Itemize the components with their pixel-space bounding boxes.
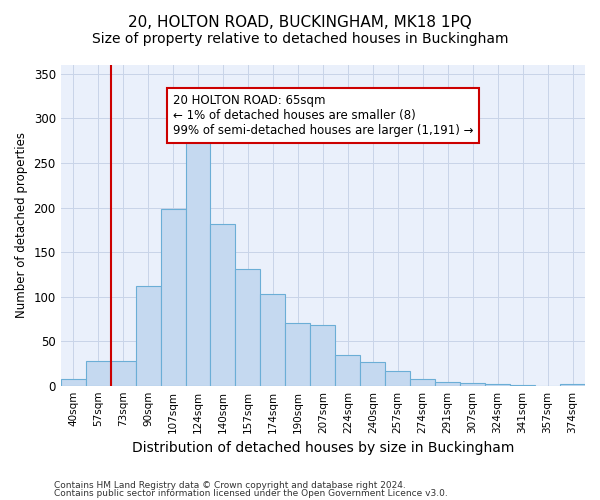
Bar <box>235 269 260 386</box>
Bar <box>110 360 136 386</box>
Bar <box>360 362 385 386</box>
Bar <box>260 294 286 386</box>
Bar <box>385 370 410 386</box>
Y-axis label: Number of detached properties: Number of detached properties <box>15 132 28 318</box>
Bar <box>136 286 161 386</box>
Bar <box>211 224 235 386</box>
Bar <box>460 383 485 386</box>
Bar <box>435 382 460 386</box>
Text: Contains HM Land Registry data © Crown copyright and database right 2024.: Contains HM Land Registry data © Crown c… <box>54 480 406 490</box>
Bar <box>485 384 510 386</box>
Text: Size of property relative to detached houses in Buckingham: Size of property relative to detached ho… <box>92 32 508 46</box>
Bar <box>560 384 585 386</box>
Bar <box>86 360 110 386</box>
Bar <box>61 380 86 386</box>
Text: 20, HOLTON ROAD, BUCKINGHAM, MK18 1PQ: 20, HOLTON ROAD, BUCKINGHAM, MK18 1PQ <box>128 15 472 30</box>
Text: 20 HOLTON ROAD: 65sqm
← 1% of detached houses are smaller (8)
99% of semi-detach: 20 HOLTON ROAD: 65sqm ← 1% of detached h… <box>173 94 473 137</box>
Bar <box>286 324 310 386</box>
Text: Contains public sector information licensed under the Open Government Licence v3: Contains public sector information licen… <box>54 489 448 498</box>
Bar <box>161 210 185 386</box>
X-axis label: Distribution of detached houses by size in Buckingham: Distribution of detached houses by size … <box>131 441 514 455</box>
Bar <box>510 385 535 386</box>
Bar <box>185 124 211 386</box>
Bar <box>310 325 335 386</box>
Bar <box>410 380 435 386</box>
Bar <box>335 354 360 386</box>
